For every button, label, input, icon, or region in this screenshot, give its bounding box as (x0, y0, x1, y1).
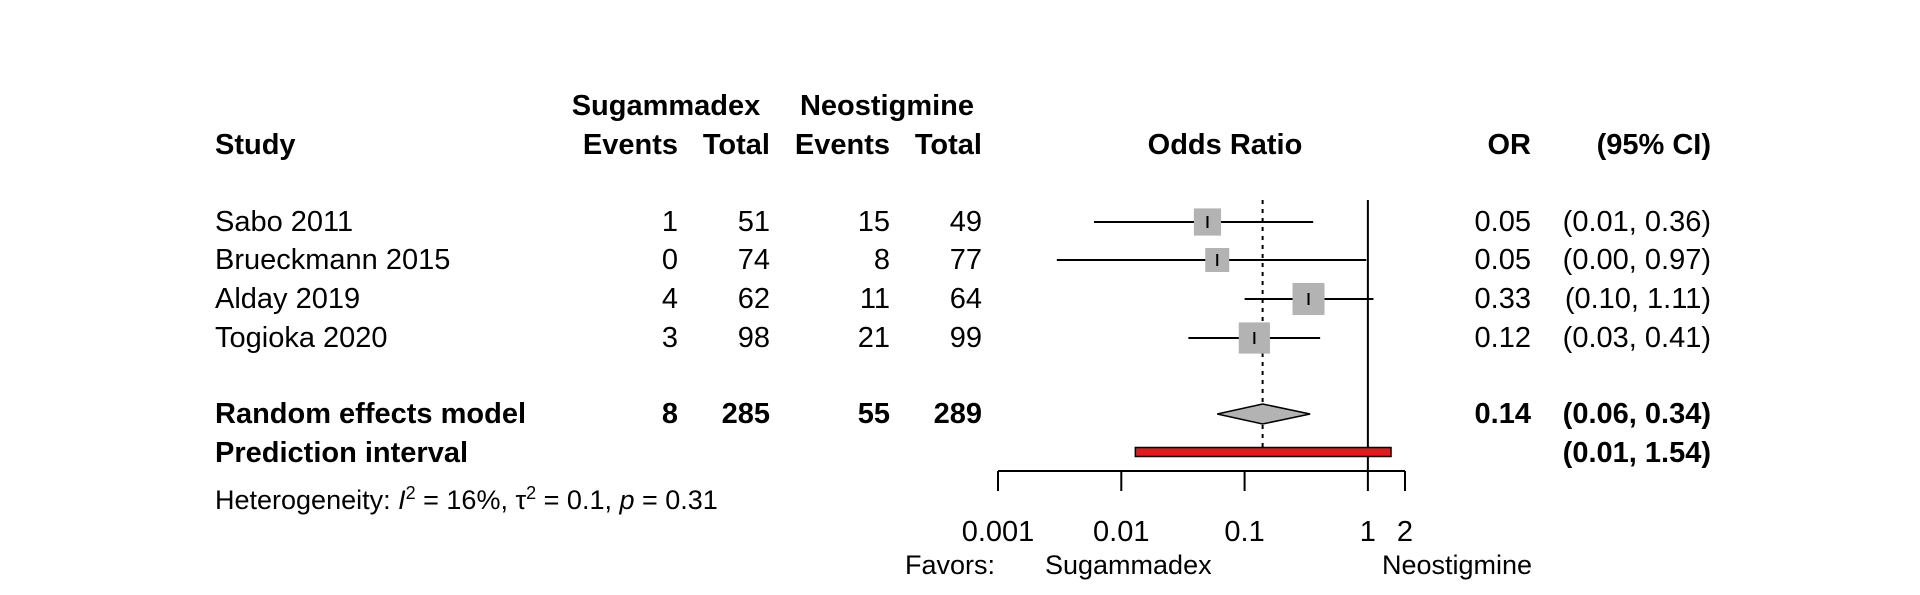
group2-header: Neostigmine (799, 90, 975, 122)
hetero-p-value: = 0.31 (634, 485, 718, 515)
hetero-prefix: Heterogeneity: (215, 485, 399, 515)
study-total2: 99 (949, 322, 982, 354)
x-tick-label: 0.1 (1224, 516, 1265, 548)
pooled-events1: 8 (661, 398, 678, 430)
favors-label: Favors: (905, 550, 996, 580)
favors-right-label: Neostigmine (1382, 550, 1533, 580)
pooled-ci: (0.06, 0.34) (1562, 398, 1711, 430)
study-total1: 74 (737, 244, 770, 276)
study-ci: (0.10, 1.11) (1564, 283, 1711, 315)
study-or: 0.12 (1474, 322, 1531, 354)
hetero-i2-symbol: I (398, 485, 406, 515)
total1-header: Total (702, 129, 770, 161)
hetero-tau2-sup: 2 (526, 483, 537, 503)
or-header: OR (1487, 129, 1532, 161)
x-tick-label: 0.001 (961, 516, 1035, 548)
study-events1: 0 (661, 244, 678, 276)
study-name: Brueckmann 2015 (215, 244, 451, 276)
study-name: Alday 2019 (215, 283, 361, 315)
pooled-events2: 55 (857, 398, 890, 430)
study-or: 0.33 (1474, 283, 1531, 315)
study-name: Togioka 2020 (215, 322, 388, 354)
hetero-i2-sup: 2 (405, 483, 416, 503)
ci-header: (95% CI) (1596, 129, 1711, 161)
total2-header: Total (914, 129, 982, 161)
pooled-diamond (1217, 403, 1311, 425)
pooled-total2: 289 (933, 398, 982, 430)
prediction-ci: (0.01, 1.54) (1562, 437, 1711, 469)
pooled-or: 0.14 (1474, 398, 1531, 430)
pooled-total1: 285 (721, 398, 770, 430)
prediction-label: Prediction interval (215, 437, 469, 469)
study-events2: 15 (857, 206, 890, 238)
study-events1: 3 (661, 322, 678, 354)
study-total1: 62 (737, 283, 770, 315)
events2-header: Events (794, 129, 890, 161)
favors-left-label: Sugammadex (1045, 550, 1212, 580)
events1-header: Events (582, 129, 678, 161)
study-name: Sabo 2011 (215, 206, 354, 238)
study-events1: 1 (661, 206, 678, 238)
study-ci: (0.03, 0.41) (1562, 322, 1711, 354)
pooled-label: Random effects model (215, 398, 526, 430)
hetero-tau2-symbol: τ (515, 485, 527, 515)
study-total2: 77 (949, 244, 982, 276)
study-or: 0.05 (1474, 244, 1531, 276)
hetero-p-symbol: p (619, 485, 635, 515)
x-tick-label: 0.01 (1093, 516, 1150, 548)
study-ci: (0.00, 0.97) (1562, 244, 1711, 276)
heterogeneity-text: Heterogeneity: I2 = 16%, τ2 = 0.1, p = 0… (215, 476, 718, 517)
x-tick-label: 1 (1359, 516, 1376, 548)
study-or: 0.05 (1474, 206, 1531, 238)
study-events2: 11 (859, 283, 890, 315)
hetero-i2-value: = 16%, (415, 485, 516, 515)
group1-header: Sugammadex (571, 90, 761, 122)
study-total2: 64 (949, 283, 982, 315)
study-total2: 49 (949, 206, 982, 238)
plot-title: Odds Ratio (1147, 129, 1303, 161)
hetero-tau2-value: = 0.1, (536, 485, 620, 515)
study-events2: 21 (857, 322, 890, 354)
x-tick-label: 2 (1396, 516, 1414, 548)
study-events1: 4 (661, 283, 678, 315)
study-total1: 98 (737, 322, 770, 354)
study-events2: 8 (873, 244, 890, 276)
study-total1: 51 (737, 206, 770, 238)
prediction-interval-bar (1134, 446, 1392, 458)
study-header: Study (215, 129, 296, 161)
study-ci: (0.01, 0.36) (1562, 206, 1711, 238)
